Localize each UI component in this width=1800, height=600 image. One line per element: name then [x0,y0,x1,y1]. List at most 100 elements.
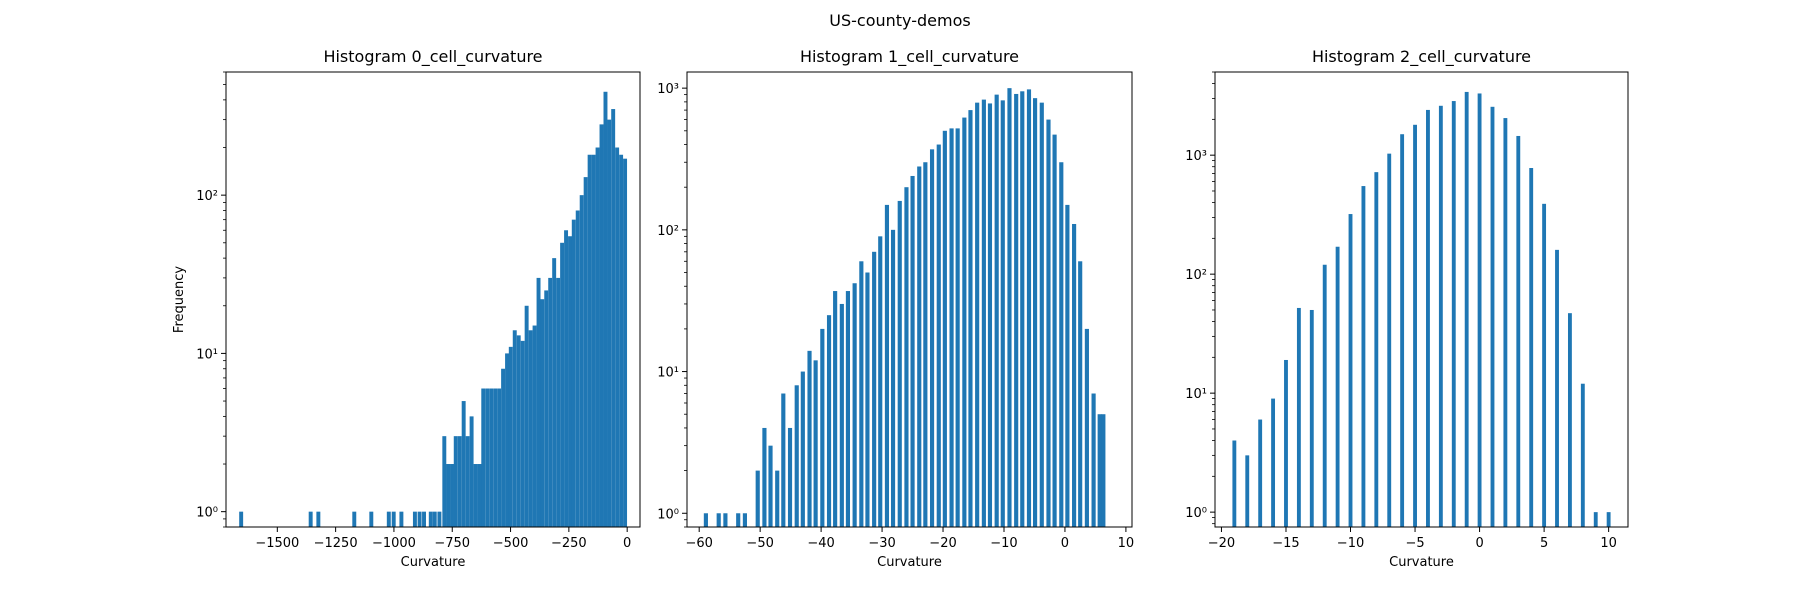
histogram-bar [607,119,612,527]
histogram-bar [516,335,521,527]
histogram-bar [904,187,909,527]
histogram-bar [981,99,986,528]
histogram-bar [1580,383,1585,527]
histogram-bar [1014,93,1019,527]
histogram-bar [878,236,883,527]
x-tick-label: −1250 [314,536,358,551]
histogram-bar [603,91,608,528]
histogram-bar [308,511,313,527]
x-tick-label: 10 [1600,536,1617,551]
histogram-panel-1: −60 −50 −40 −30 −20 −10 0 10 10⁰ 10¹ 10² 10³ Histogr… [657,47,1134,570]
histogram-bar [768,445,773,527]
histogram-bar [595,147,600,527]
y-tick-label: 10¹ [1185,387,1207,402]
histogram-bar [1000,100,1005,528]
histogram-bar [839,303,844,527]
histogram-bar [1555,249,1559,527]
histogram-bar [762,427,767,527]
histogram-bar [813,360,818,527]
histogram-bar [505,353,510,527]
histogram-bar [1020,91,1025,528]
histogram-bar [450,464,454,527]
histogram-bar [520,340,525,527]
histogram-bar [591,154,596,527]
histogram-bar [461,401,466,527]
histogram-bar [352,511,357,527]
histogram-bar [845,291,851,527]
x-tick-label: −1500 [255,536,299,551]
y-tick-label: 10¹ [196,347,218,362]
histogram-bar [859,261,864,527]
histogram-bar [481,388,486,527]
histogram-bar [497,388,502,527]
x-tick-label: −10 [990,536,1017,551]
histogram-bar [417,511,422,527]
histogram-bar [477,464,482,527]
histogram-bar [994,94,999,527]
histogram-bar [316,511,321,527]
axes-frame-2 [1214,71,1629,528]
histogram-bar [703,513,708,527]
x-axis-label: Curvature [877,555,942,570]
histogram-bar [800,371,805,527]
x-tick-label: −5 [1405,536,1424,551]
histogram-bar [575,210,580,528]
y-tick-label: 10² [657,224,679,239]
histogram-bar [723,513,728,527]
x-axis-label: Curvature [1389,555,1454,570]
histogram-bar [412,511,417,527]
histogram-bar [820,328,825,527]
x-tick-label: −1000 [372,536,416,551]
y-tick-label: 10⁰ [1185,506,1207,521]
histogram-bar [544,290,549,527]
histogram-bar [619,154,624,527]
histogram-bar [386,511,391,527]
histogram-bar [512,330,517,527]
histogram-bar [1309,309,1314,527]
histogram-bar [975,102,980,528]
histogram-panel-2: −20 −15 −10 −5 0 5 10 10⁰ 10¹ 10² 10³ Histogram 2_c… [1185,47,1629,570]
x-tick-label: −20 [929,536,956,551]
y-tick-label: 10² [196,189,218,204]
histogram-bar [755,470,760,527]
histogram-bar [1593,512,1598,527]
y-tick-label: 10² [1185,268,1207,283]
histogram-bar [485,388,490,527]
histogram-bar [442,436,447,527]
bars-2 [1232,91,1611,528]
axes-frame-0 [225,71,641,528]
histogram-bar [1567,313,1572,527]
axes-frame-1 [686,71,1133,528]
histogram-bar [1426,109,1430,528]
x-axis-label: Curvature [401,555,466,570]
histogram-bar [1084,328,1089,527]
histogram-bar [493,388,498,527]
histogram-bar [1490,106,1495,528]
histogram-bar [599,124,604,527]
x-tick-label: −15 [1272,536,1299,551]
y-axis-label: Frequency [172,266,187,333]
histogram-bar [465,436,470,527]
histogram-bar [560,242,565,528]
histogram-bar [536,277,541,527]
histogram-bar [1387,153,1392,527]
histogram-bar [923,162,928,528]
histogram-bar [489,388,494,527]
histogram-bar [865,272,870,527]
histogram-bar [1007,88,1012,528]
histogram-bar [501,368,506,527]
histogram-bar [962,117,967,527]
figure-suptitle: US-county-demos [829,11,970,30]
histogram-bar [833,291,838,527]
histogram-bar [1271,398,1276,527]
histogram-bar [1065,204,1070,527]
x-tick-label: 0 [1061,536,1069,551]
x-tick-label: −40 [807,536,834,551]
bars-0 [239,91,628,528]
histogram-bar [1101,414,1106,527]
histogram-bar [955,128,960,527]
histogram-bar [742,513,747,527]
chart-title: Histogram 2_cell_curvature [1312,47,1531,67]
histogram-bar [1258,419,1263,527]
